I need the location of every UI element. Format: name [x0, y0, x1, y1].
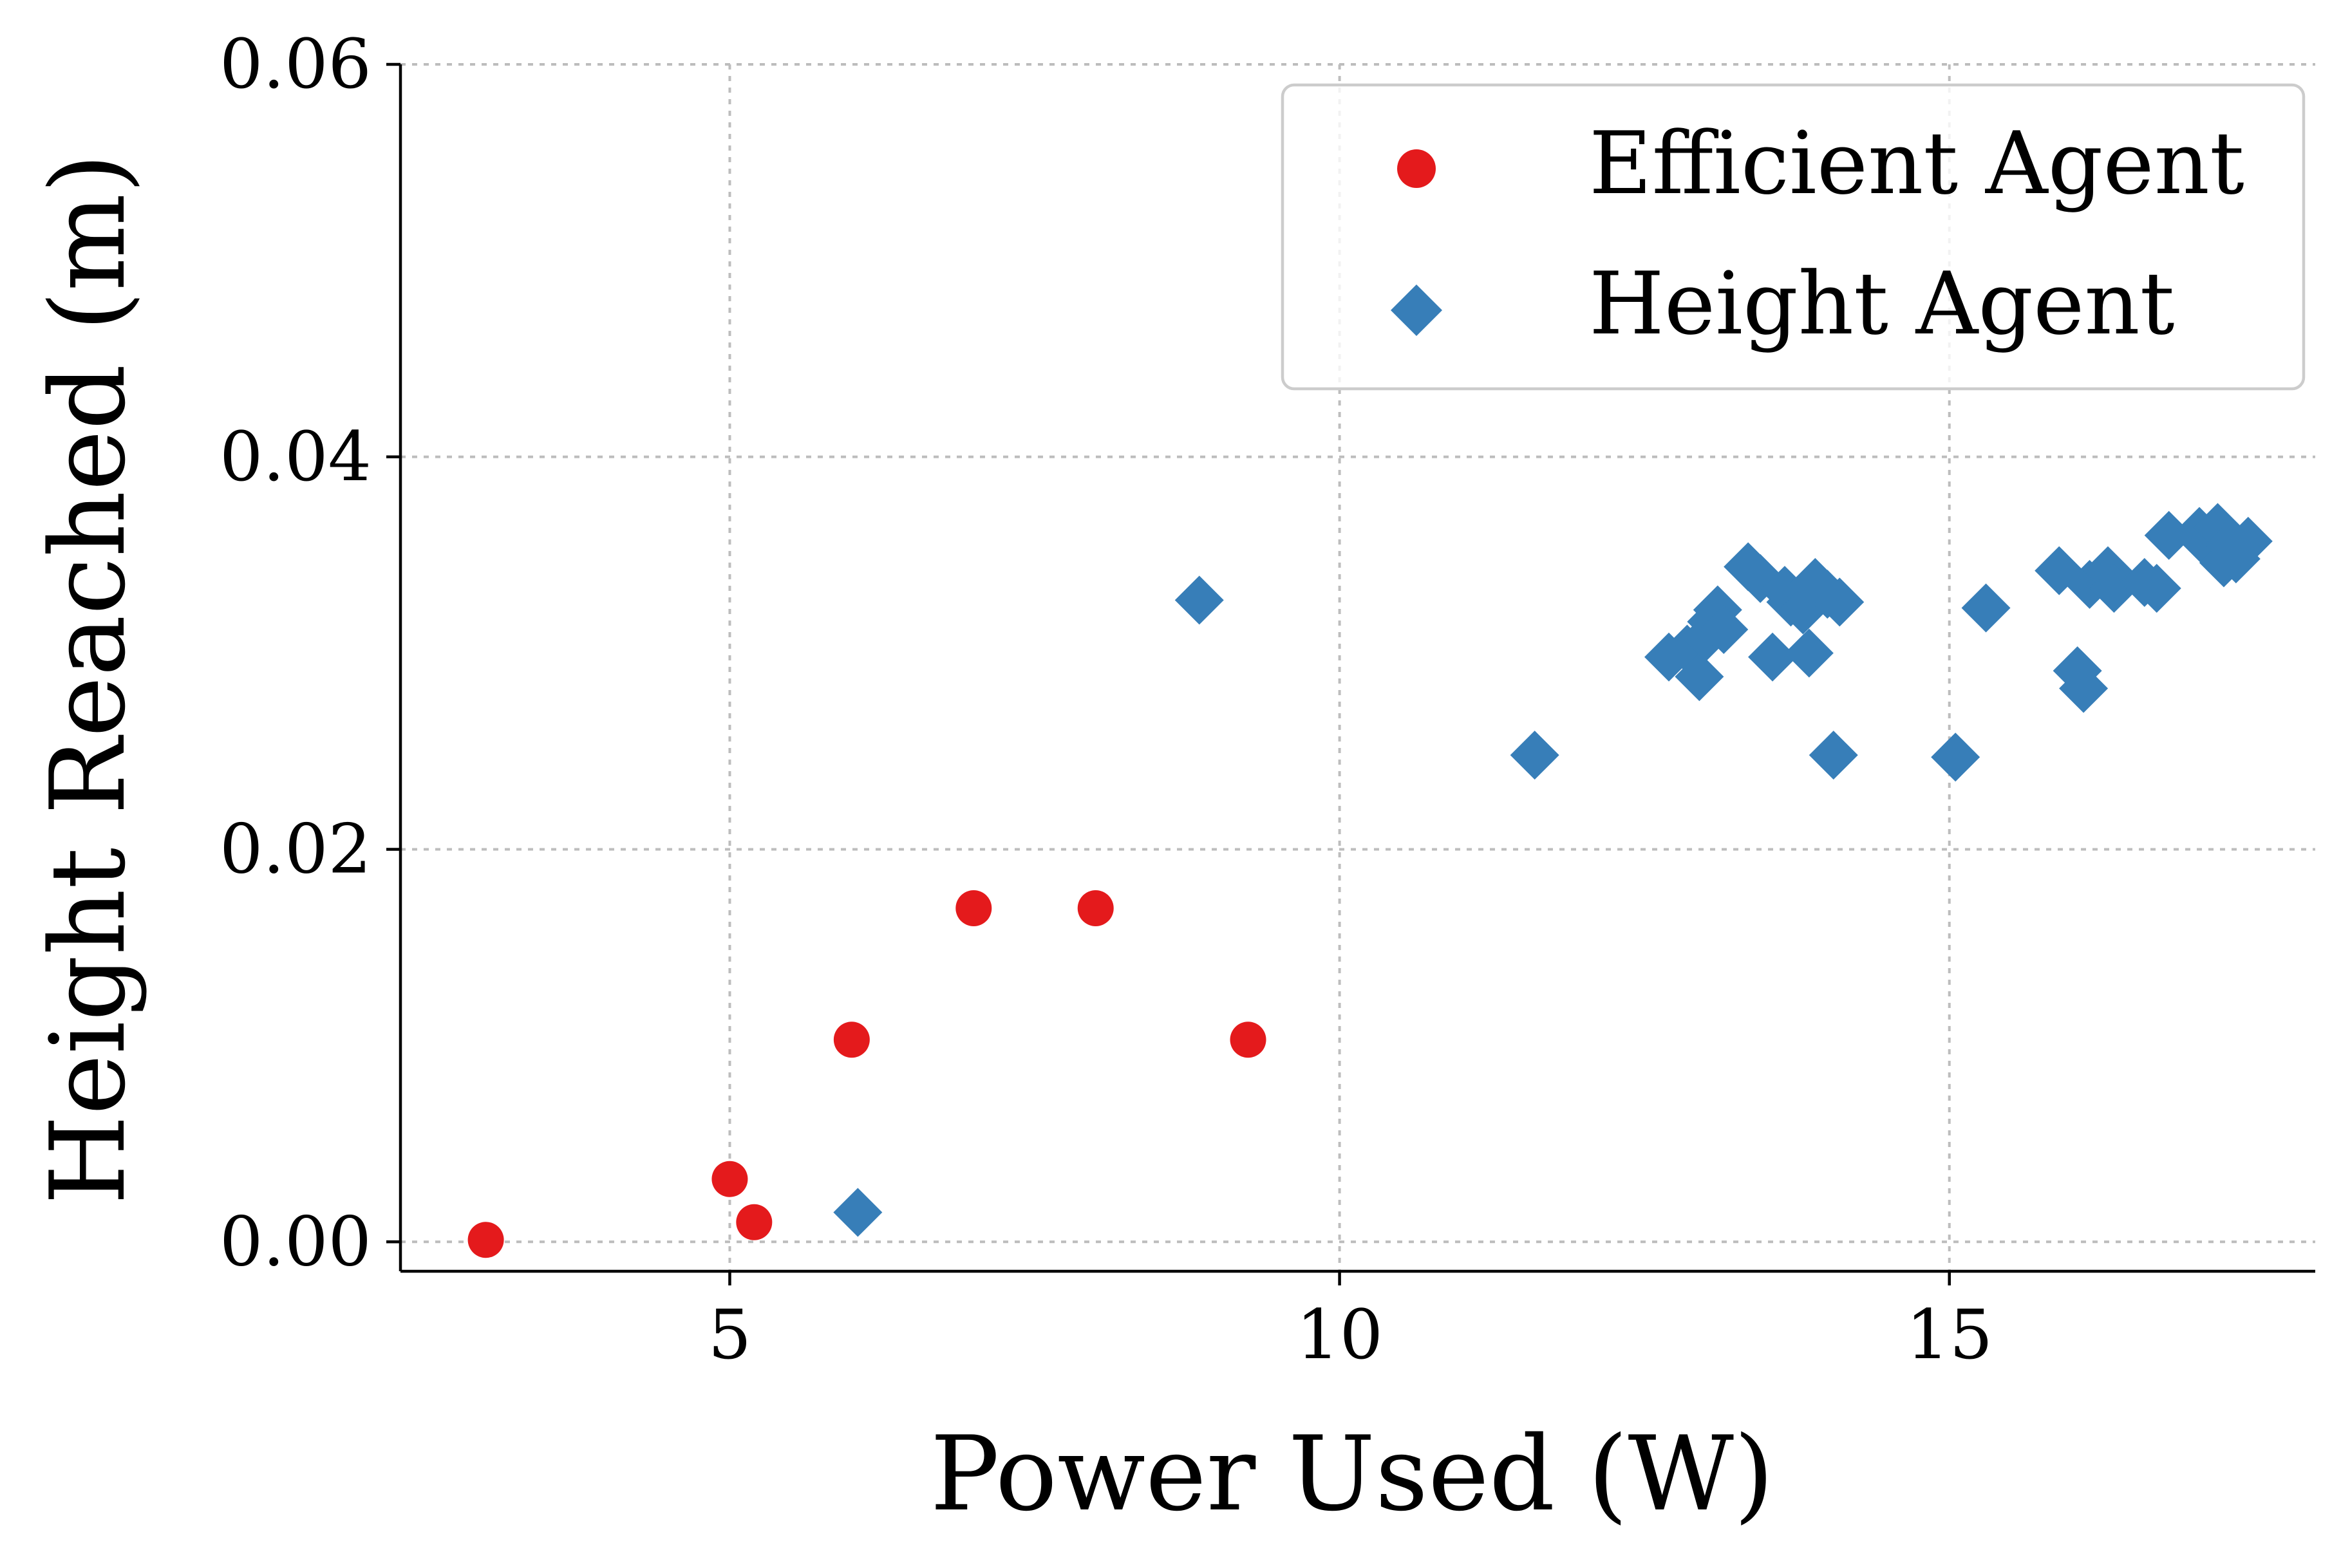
efficient-agent-point: [955, 890, 992, 926]
height-agent-point: [1510, 731, 1559, 780]
y-axis-label: Height Reached (m): [28, 153, 148, 1205]
height-agent-point: [1174, 575, 1224, 625]
y-tick-label: 0.06: [220, 24, 371, 104]
x-axis-label: Power Used (W): [930, 1414, 1774, 1534]
axes-layer: 5 10 15 0.00 0.02 0.04 0.06: [220, 24, 2315, 1374]
x-tick-label: 15: [1906, 1295, 1993, 1374]
height-agent-point: [1815, 577, 1865, 627]
efficient-agent-point: [833, 1022, 870, 1058]
legend-marker-efficient-agent: [1397, 149, 1436, 188]
efficient-agent-point: [467, 1222, 504, 1258]
x-tick-label: 10: [1296, 1295, 1383, 1374]
height-agent-point: [1699, 605, 1749, 655]
legend-frame: [1281, 83, 2306, 391]
efficient-agent-point: [736, 1204, 773, 1240]
height-agent-point: [2089, 564, 2139, 613]
height-agent-point: [1961, 583, 2011, 633]
height-agent-point: [1748, 632, 1798, 682]
legend-marker-height-agent: [1391, 285, 1442, 336]
height-agent-point: [833, 1188, 883, 1237]
legend-label-efficient-agent: Efficient Agent: [1589, 113, 2244, 214]
height-agent-point: [2144, 510, 2194, 560]
height-agent-point: [1675, 652, 1724, 702]
y-tick-label: 0.00: [220, 1202, 371, 1281]
efficient-agent-point: [1230, 1022, 1266, 1058]
height-agent-point: [1784, 628, 1834, 678]
efficient-agent-point: [711, 1161, 748, 1197]
y-tick-label: 0.04: [220, 417, 371, 496]
height-agent-point: [1931, 733, 1980, 782]
marks-layer: [467, 503, 2273, 1258]
y-tick-label: 0.02: [220, 810, 371, 889]
legend: Efficient Agent Height Agent: [1281, 83, 2306, 391]
legend-label-height-agent: Height Agent: [1589, 254, 2175, 354]
height-agent-point: [1809, 731, 1858, 780]
efficient-agent-point: [1077, 890, 1114, 926]
height-agent-point: [2132, 564, 2181, 613]
height-agent-point: [2059, 664, 2109, 713]
height-agent-point: [2223, 516, 2273, 566]
x-tick-label: 5: [708, 1295, 751, 1374]
